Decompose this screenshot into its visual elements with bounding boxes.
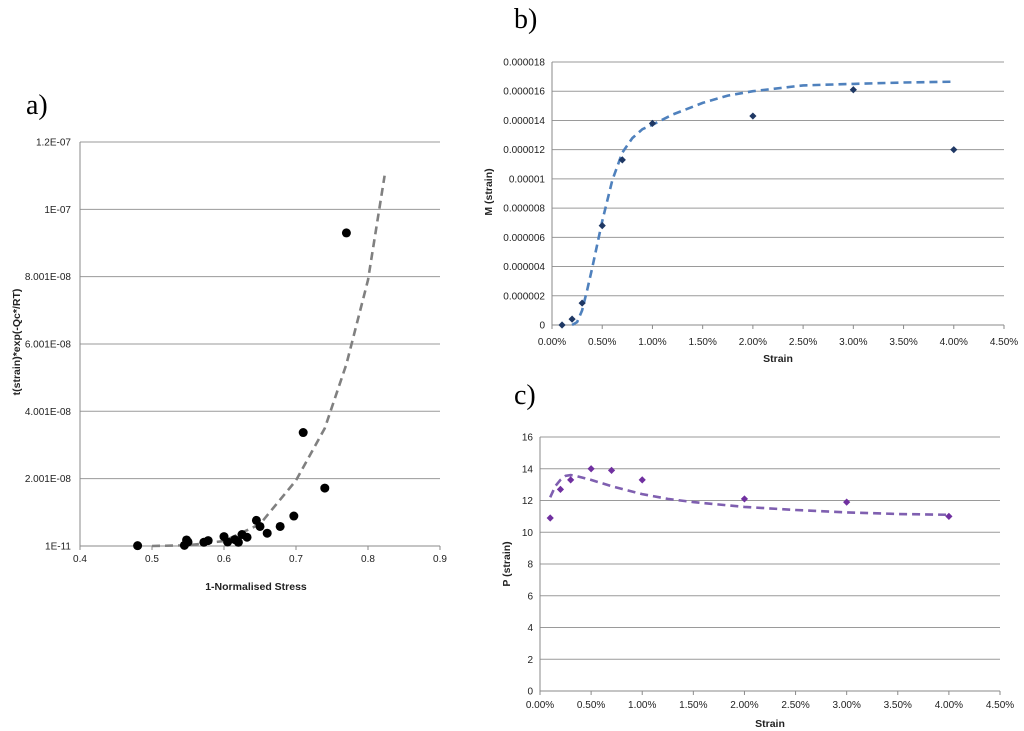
chart-c: 0 2 4 6 8 10 12 14 16 0.00% 0.50% 1.00% 1.50% 2.00% 2.… — [522, 433, 1014, 712]
panel-label-b: b) — [514, 4, 537, 35]
x-axis-title-c: Strain — [755, 718, 785, 730]
data-point-b-8 — [950, 146, 958, 154]
data-point-b-7 — [849, 86, 857, 94]
y-tick-label-b-5: 0.00001 — [509, 174, 546, 185]
data-point-a-0 — [133, 541, 143, 551]
data-point-b-5 — [648, 119, 657, 127]
x-tick-label-b-8: 4.00% — [940, 337, 968, 348]
y-tick-label-a-1: 2.001E-08 — [25, 474, 72, 485]
y-tick-label-b-9: 0.000018 — [503, 58, 545, 69]
x-tick-label-b-7: 3.50% — [889, 337, 917, 348]
y-tick-label-b-1: 0.000002 — [503, 291, 545, 302]
x-tick-label-b-4: 2.00% — [739, 337, 767, 348]
x-tick-label-c-1: 0.50% — [577, 700, 605, 711]
fit-curve-c — [549, 473, 949, 517]
x-tick-label-b-1: 0.50% — [588, 337, 616, 348]
y-tick-label-c-7: 14 — [522, 464, 534, 475]
y-tick-label-b-8: 0.000016 — [503, 87, 545, 98]
x-tick-label-b-9: 4.50% — [990, 337, 1018, 348]
data-point-a-3 — [182, 535, 192, 545]
x-tick-label-b-5: 2.50% — [789, 337, 817, 348]
x-tick-label-a-5: 0.9 — [433, 554, 447, 565]
data-point-b-1 — [568, 315, 576, 323]
y-tick-label-a-0: 1E-11 — [45, 541, 71, 552]
x-tick-label-c-7: 3.50% — [884, 700, 912, 711]
data-point-c-0 — [546, 514, 554, 522]
x-tick-label-a-1: 0.5 — [145, 554, 159, 565]
y-tick-label-b-3: 0.000006 — [503, 233, 545, 244]
x-tick-label-b-6: 3.00% — [839, 337, 867, 348]
x-axis-title-b: Strain — [763, 353, 793, 365]
y-tick-label-b-2: 0.000004 — [503, 262, 545, 273]
y-tick-label-b-7: 0.000014 — [503, 116, 545, 127]
x-tick-label-c-2: 1.00% — [628, 700, 656, 711]
data-point-c-4 — [607, 466, 616, 474]
data-point-a-11 — [242, 532, 252, 542]
y-axis-title-c: P (strain) — [501, 541, 513, 586]
y-tick-label-a-2: 4.001E-08 — [25, 407, 72, 418]
data-point-a-7 — [223, 537, 233, 547]
data-point-a-14 — [262, 528, 272, 538]
y-tick-label-b-0: 0 — [539, 321, 545, 332]
x-tick-label-a-3: 0.7 — [289, 554, 303, 565]
panel-label-a: a) — [26, 90, 48, 121]
data-point-b-4 — [618, 156, 626, 164]
fit-curve-a — [151, 175, 386, 548]
data-point-a-18 — [320, 483, 330, 493]
x-tick-label-c-8: 4.00% — [935, 700, 963, 711]
x-tick-label-c-3: 1.50% — [679, 700, 707, 711]
chart-b: 0 0.000002 0.000004 0.000006 0.000008 0.00001… — [503, 58, 1018, 349]
x-tick-label-b-0: 0.00% — [538, 337, 566, 348]
y-tick-label-c-1: 2 — [527, 655, 533, 666]
y-tick-label-c-6: 12 — [522, 496, 534, 507]
data-point-a-16 — [289, 511, 299, 521]
y-tick-label-b-6: 0.000012 — [503, 145, 545, 156]
x-tick-label-c-4: 2.00% — [730, 700, 758, 711]
x-tick-label-c-6: 3.00% — [832, 700, 860, 711]
data-point-c-2 — [567, 476, 575, 484]
data-point-b-6 — [749, 112, 757, 120]
y-tick-label-c-0: 0 — [527, 687, 533, 698]
y-tick-label-a-3: 6.001E-08 — [25, 339, 72, 350]
data-point-a-19 — [341, 228, 351, 238]
y-tick-label-c-5: 10 — [522, 528, 534, 539]
data-point-c-7 — [843, 498, 851, 506]
y-tick-label-c-8: 16 — [522, 433, 534, 444]
data-point-a-17 — [298, 428, 308, 438]
data-point-b-0 — [558, 321, 566, 329]
y-axis-title-a: t(strain)*exp(-Qc*/RT) — [11, 289, 23, 396]
data-point-a-15 — [275, 521, 285, 531]
data-point-a-9 — [233, 537, 243, 547]
x-axis-title-a: 1-Normalised Stress — [205, 581, 307, 593]
x-tick-label-a-0: 0.4 — [73, 554, 87, 565]
data-point-b-2 — [578, 299, 586, 307]
x-tick-label-c-5: 2.50% — [781, 700, 809, 711]
y-axis-title-b: M (strain) — [483, 168, 495, 215]
x-tick-label-b-2: 1.00% — [638, 337, 666, 348]
chart-a: 1E-11 2.001E-08 4.001E-08 6.001E-08 8.001E-0… — [25, 138, 448, 566]
y-tick-label-c-3: 6 — [527, 591, 533, 602]
y-tick-label-c-2: 4 — [527, 623, 533, 634]
y-tick-label-a-4: 8.001E-08 — [25, 272, 72, 283]
y-tick-label-c-4: 8 — [527, 560, 533, 571]
data-point-c-1 — [556, 485, 565, 493]
y-tick-label-a-5: 1E-07 — [44, 205, 71, 216]
data-point-b-3 — [598, 222, 606, 230]
data-point-c-6 — [740, 495, 749, 503]
x-tick-label-a-2: 0.6 — [217, 554, 231, 565]
y-tick-label-b-4: 0.000008 — [503, 204, 545, 215]
data-point-a-5 — [203, 536, 213, 546]
data-point-a-13 — [255, 521, 265, 531]
y-tick-label-a-6: 1.2E-07 — [36, 138, 71, 149]
panel-label-c: c) — [514, 380, 536, 411]
fit-curve-b — [571, 80, 954, 327]
x-tick-label-b-3: 1.50% — [688, 337, 716, 348]
x-tick-label-c-9: 4.50% — [986, 700, 1014, 711]
data-point-c-8 — [945, 512, 953, 520]
x-tick-label-a-4: 0.8 — [361, 554, 375, 565]
x-tick-label-c-0: 0.00% — [526, 700, 554, 711]
data-point-c-5 — [638, 476, 646, 484]
data-point-c-3 — [587, 465, 595, 473]
